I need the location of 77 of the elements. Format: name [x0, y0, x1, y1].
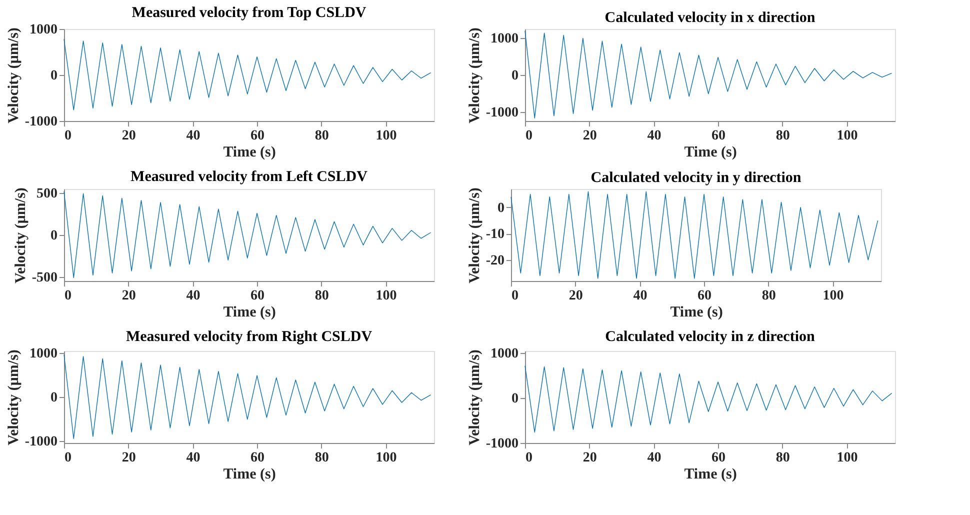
y-tick-label: 1000: [30, 346, 58, 362]
y-tick-label: -500: [32, 270, 58, 286]
x-tick-label: 60: [250, 288, 265, 304]
x-tick-label: 60: [698, 288, 712, 304]
x-tick-label: 100: [836, 128, 858, 144]
x-tick-label: 80: [314, 288, 329, 304]
x-tick-label: 40: [647, 128, 662, 144]
x-axis-title: Time (s): [670, 304, 723, 320]
x-axis-title: Time (s): [223, 144, 276, 160]
x-tick-label: 80: [314, 128, 329, 144]
chart-title: Calculated velocity in x direction: [604, 10, 816, 26]
x-tick-label: 100: [376, 288, 397, 304]
y-axis-title: Velocity (μm/s): [466, 28, 483, 124]
x-tick-label: 40: [647, 450, 662, 466]
line-series: [64, 38, 432, 110]
x-tick-label: 60: [712, 128, 726, 144]
x-tick-label: 80: [314, 450, 329, 466]
y-tick-label: -10: [486, 227, 504, 242]
x-tick-label: 40: [633, 288, 648, 304]
x-axis-title: Time (s): [223, 466, 276, 482]
x-tick-label: 40: [186, 288, 200, 304]
y-tick-label: 1000: [30, 22, 58, 38]
x-axis-title: Time (s): [684, 144, 737, 160]
chart-title: Measured velocity from Top CSLDV: [132, 5, 366, 21]
y-tick-label: -20: [486, 253, 504, 268]
y-axis-title: Velocity (μm/s): [466, 188, 483, 284]
chart-title: Measured velocity from Right CSLDV: [126, 329, 372, 346]
x-tick-label: 80: [776, 128, 790, 144]
line-series: [510, 191, 878, 279]
y-axis-title: Velocity (μm/s): [6, 28, 22, 124]
x-axis-title: Time (s): [684, 466, 737, 482]
x-tick-label: 0: [64, 288, 72, 304]
y-tick-label: 1000: [490, 32, 518, 47]
x-tick-label: 40: [186, 128, 200, 144]
y-axis-title: Velocity (μm/s): [6, 350, 22, 446]
x-tick-label: 40: [186, 450, 200, 466]
x-tick-label: 0: [64, 450, 72, 466]
y-tick-label: -1000: [486, 436, 518, 452]
y-tick-label: 1000: [490, 346, 518, 362]
line-series: [524, 30, 892, 118]
y-axis-title: Velocity (μm/s): [466, 350, 483, 446]
y-tick-label: 0: [50, 390, 58, 406]
chart-title: Measured velocity from Left CSLDV: [130, 169, 368, 186]
x-tick-label: 20: [582, 450, 597, 466]
y-tick-label: 0: [512, 392, 518, 407]
x-tick-label: 0: [64, 128, 72, 144]
chart-title: Calculated velocity in z direction: [605, 329, 816, 346]
y-tick-label: 0: [50, 68, 58, 84]
x-tick-label: 100: [822, 288, 844, 304]
y-tick-label: 0: [498, 200, 504, 216]
x-tick-label: 20: [122, 450, 136, 466]
x-tick-label: 20: [568, 288, 583, 304]
x-tick-label: 60: [712, 450, 726, 466]
x-tick-label: 20: [582, 128, 597, 144]
y-tick-label: -1000: [486, 105, 518, 120]
x-tick-label: 80: [776, 450, 790, 466]
y-tick-label: 0: [50, 228, 58, 244]
x-tick-label: 0: [526, 450, 532, 466]
y-axis-title: Velocity (μm/s): [12, 188, 29, 284]
x-tick-label: 20: [122, 128, 136, 144]
y-tick-label: 0: [512, 68, 518, 84]
x-tick-label: 60: [250, 128, 265, 144]
y-tick-label: -1000: [24, 114, 58, 130]
x-tick-label: 80: [762, 288, 776, 304]
x-tick-label: 60: [250, 450, 265, 466]
x-tick-label: 100: [376, 450, 397, 466]
line-series: [524, 365, 892, 433]
x-tick-label: 0: [526, 128, 532, 144]
line-series: [64, 354, 432, 439]
x-tick-label: 100: [376, 128, 397, 144]
line-series: [64, 191, 432, 278]
chart-title: Calculated velocity in y direction: [590, 170, 802, 186]
x-axis-title: Time (s): [223, 304, 276, 320]
y-tick-label: 500: [36, 186, 58, 202]
x-tick-label: 20: [122, 288, 136, 304]
y-tick-label: -1000: [24, 434, 58, 450]
x-tick-label: 100: [836, 450, 858, 466]
